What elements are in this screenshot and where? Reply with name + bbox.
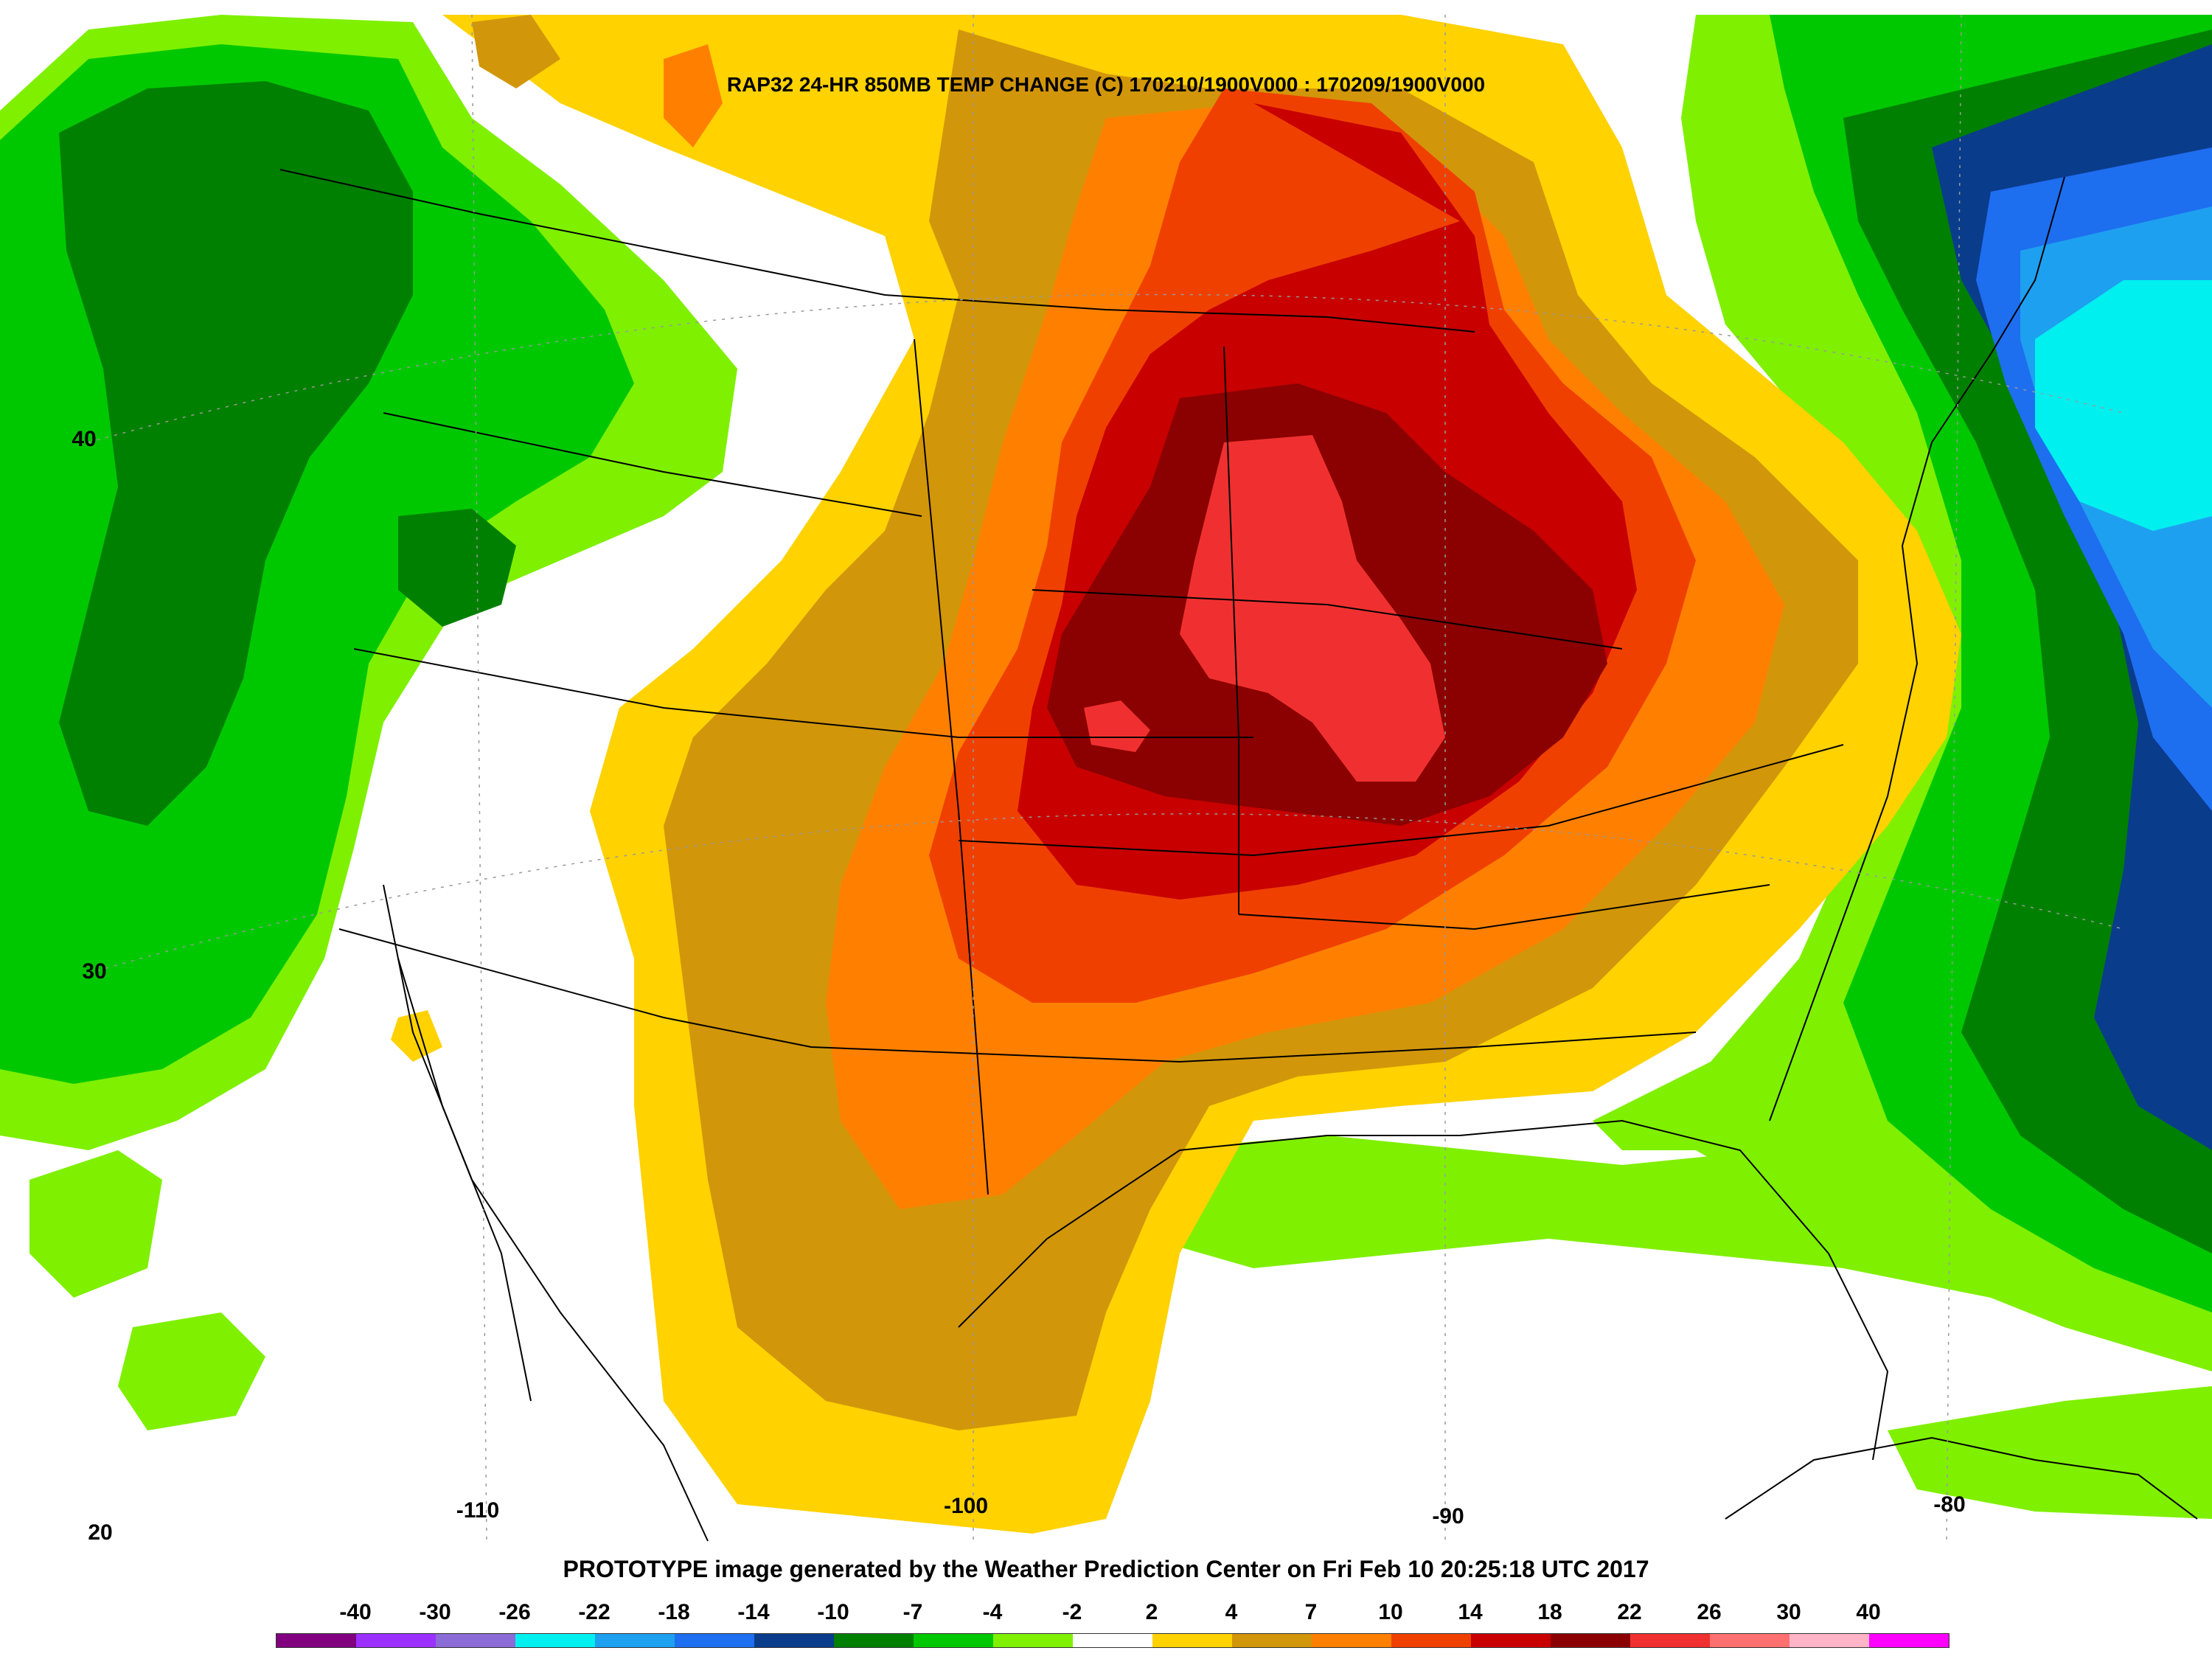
legend-label: -4 (982, 1600, 1003, 1624)
legend-label: 4 (1225, 1600, 1238, 1624)
legend-swatch (834, 1634, 914, 1647)
baja-coast (397, 958, 532, 1402)
east-coast (1769, 176, 2065, 1121)
light-green-caribbean (1888, 1386, 2212, 1519)
legend-label: 18 (1537, 1600, 1562, 1624)
legend-swatch (276, 1634, 356, 1647)
legend-label: 2 (1145, 1600, 1158, 1624)
legend-swatch (675, 1634, 754, 1647)
color-legend (276, 1633, 1950, 1648)
mid-line-4 (958, 744, 1844, 857)
legend-swatch (914, 1634, 993, 1647)
legend-swatch (436, 1634, 515, 1647)
map-title: RAP32 24-HR 850MB TEMP CHANGE (C) 170210… (727, 73, 1485, 96)
lat-label-30: 30 (82, 959, 106, 984)
legend-label: 7 (1304, 1600, 1318, 1624)
legend-label: -10 (817, 1600, 849, 1624)
legend-swatch (1312, 1634, 1391, 1647)
legend-label: -2 (1062, 1600, 1082, 1624)
cuba-outline (1725, 1436, 2198, 1520)
mid-line-3 (1032, 589, 1623, 650)
dark-green-blob-nevada (398, 509, 516, 627)
legend-swatch (1869, 1634, 1949, 1647)
west-cooling-region (0, 15, 737, 1430)
east-cooling-region (1150, 15, 2212, 1519)
light-green-gulf (1150, 1135, 2006, 1298)
central-warming-region (391, 15, 1961, 1534)
legend-label: 40 (1856, 1600, 1881, 1624)
light-green-blob-pacific (118, 1312, 265, 1430)
legend-label: -30 (419, 1600, 451, 1624)
legend-swatch (595, 1634, 675, 1647)
lat-label-20: 20 (88, 1520, 112, 1545)
legend-swatch (1551, 1634, 1630, 1647)
canada-border (279, 169, 1475, 333)
legend-label: -14 (737, 1600, 770, 1624)
legend-label: 30 (1776, 1600, 1801, 1624)
legend-label: 14 (1458, 1600, 1483, 1624)
legend-labels: -40 -30 -26 -22 -18 -14 -10 -7 -4 -2 2 4 7 10 14 18 22 26… (276, 1600, 1935, 1630)
west-states-line-3 (338, 928, 1697, 1063)
legend-label: -18 (658, 1600, 690, 1624)
legend-swatch (1471, 1634, 1551, 1647)
west-states-line-2 (353, 648, 1253, 738)
legend-swatch (1710, 1634, 1790, 1647)
legend-swatch (1232, 1634, 1312, 1647)
mexico-west-coast (383, 884, 709, 1542)
pink-red-core (1180, 435, 1445, 782)
lon-line-80 (1946, 14, 1962, 1542)
legend-swatch (356, 1634, 436, 1647)
legend-label: 10 (1378, 1600, 1403, 1624)
state-boundaries (279, 169, 2198, 1542)
legend-label: 26 (1697, 1600, 1722, 1624)
light-green-blob-mexico (29, 1150, 162, 1298)
legend-label: 22 (1617, 1600, 1642, 1624)
pink-red-blob-kansas (1084, 700, 1150, 752)
orange-blob-canada (664, 44, 723, 147)
legend-label: -40 (339, 1600, 372, 1624)
legend-swatch (993, 1634, 1073, 1647)
legend-swatch (1073, 1634, 1152, 1647)
legend-swatch (754, 1634, 834, 1647)
yellow-blob-west (391, 1010, 442, 1062)
west-states-line-1 (383, 412, 922, 517)
lon-line-110 (471, 14, 487, 1542)
legend-swatch (1391, 1634, 1471, 1647)
legend-swatch (1790, 1634, 1869, 1647)
lat-label-40: 40 (72, 427, 96, 451)
tan-blob-canada (472, 15, 560, 88)
lon-label-100: -100 (944, 1494, 988, 1518)
legend-swatch (1152, 1634, 1232, 1647)
cyan-core-east (2035, 280, 2212, 531)
legend-label: -7 (902, 1600, 923, 1624)
lon-label-110: -110 (456, 1498, 499, 1523)
south-line (1238, 884, 1770, 931)
credit-line: PROTOTYPE image generated by the Weather… (563, 1556, 1649, 1582)
graticule (88, 14, 2124, 1542)
legend-swatch (515, 1634, 595, 1647)
legend-label: -22 (578, 1600, 611, 1624)
legend-swatch (1630, 1634, 1710, 1647)
mid-line-1 (914, 338, 989, 1195)
gulf-coast (958, 1119, 1889, 1461)
lon-label-90: -90 (1432, 1504, 1464, 1528)
legend-label: -26 (498, 1600, 531, 1624)
lon-label-80: -80 (1933, 1492, 1965, 1517)
dark-green-band-west (59, 81, 413, 826)
